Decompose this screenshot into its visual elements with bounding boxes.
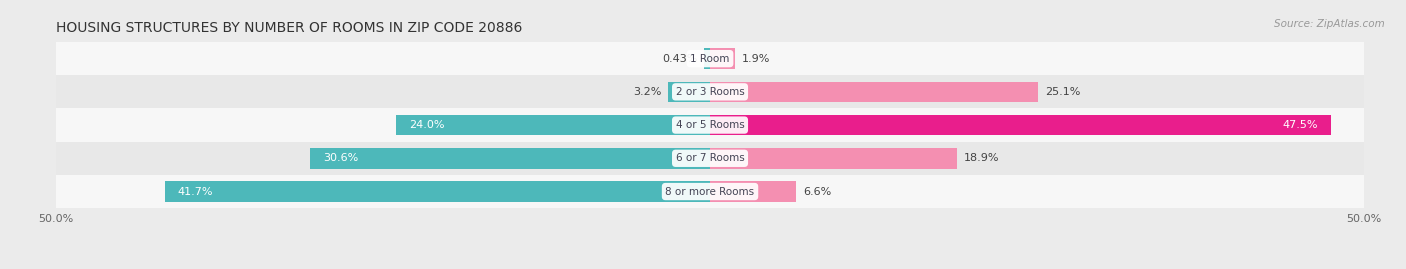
Text: 8 or more Rooms: 8 or more Rooms [665,186,755,197]
Text: 1 Room: 1 Room [690,54,730,64]
Text: Source: ZipAtlas.com: Source: ZipAtlas.com [1274,19,1385,29]
Bar [710,82,1038,102]
Bar [710,148,957,169]
Bar [56,108,1364,142]
Bar [668,82,710,102]
Text: 2 or 3 Rooms: 2 or 3 Rooms [676,87,744,97]
Text: 0.43%: 0.43% [662,54,697,64]
Bar [710,181,796,202]
Text: 18.9%: 18.9% [963,153,1000,163]
Bar [56,42,1364,75]
Bar [165,181,710,202]
Text: 30.6%: 30.6% [323,153,359,163]
Text: HOUSING STRUCTURES BY NUMBER OF ROOMS IN ZIP CODE 20886: HOUSING STRUCTURES BY NUMBER OF ROOMS IN… [56,21,523,35]
Bar [56,75,1364,108]
Text: 24.0%: 24.0% [409,120,444,130]
Bar [710,48,735,69]
Bar [396,115,710,135]
Text: 4 or 5 Rooms: 4 or 5 Rooms [676,120,744,130]
Text: 1.9%: 1.9% [741,54,770,64]
Bar [309,148,710,169]
Bar [56,142,1364,175]
Text: 6 or 7 Rooms: 6 or 7 Rooms [676,153,744,163]
Text: 3.2%: 3.2% [633,87,662,97]
Bar [704,48,710,69]
Text: 6.6%: 6.6% [803,186,831,197]
Text: 41.7%: 41.7% [177,186,214,197]
Bar [56,175,1364,208]
Text: 47.5%: 47.5% [1282,120,1317,130]
Text: 25.1%: 25.1% [1045,87,1080,97]
Bar [710,115,1331,135]
